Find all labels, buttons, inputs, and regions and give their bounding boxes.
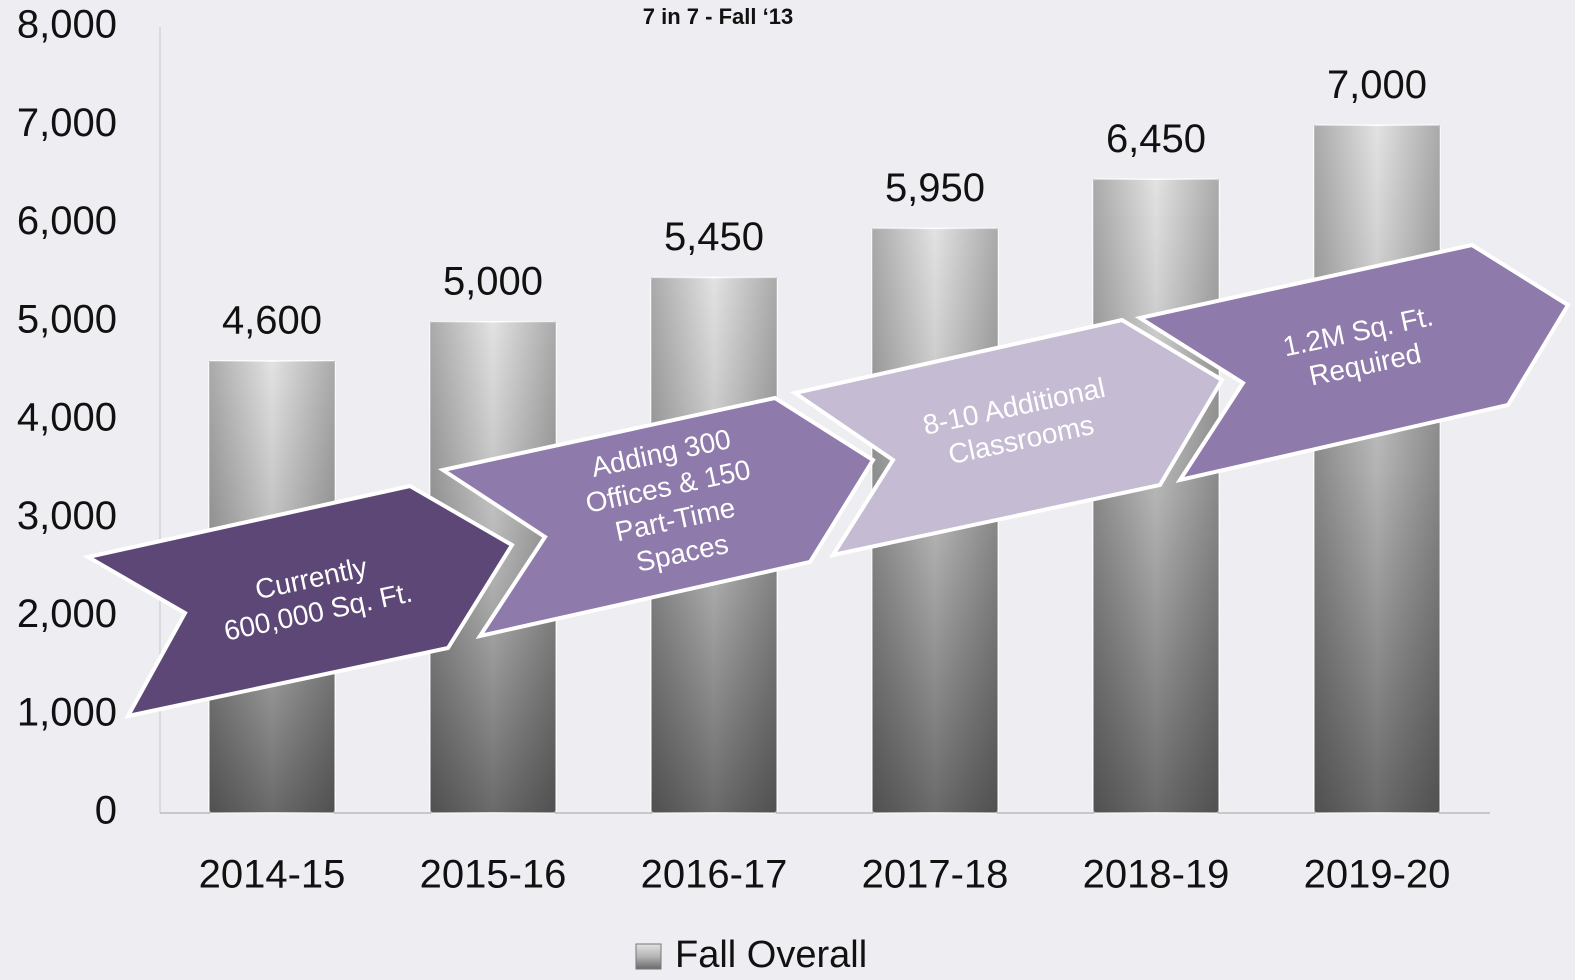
x-tick-label: 2018-19	[1083, 853, 1230, 897]
value-label: 6,450	[1106, 117, 1206, 161]
legend-label: Fall Overall	[675, 934, 867, 976]
annotation-arrow	[1134, 242, 1571, 484]
y-tick-label: 0	[95, 789, 117, 833]
y-tick-label: 3,000	[17, 494, 117, 538]
value-label: 5,000	[443, 259, 543, 303]
x-tick-label: 2017-18	[862, 853, 1009, 897]
value-label: 4,600	[222, 299, 322, 343]
y-tick-label: 6,000	[17, 199, 117, 243]
y-tick-label: 5,000	[17, 297, 117, 341]
annotation-arrow	[82, 483, 515, 719]
y-tick-label: 7,000	[17, 101, 117, 145]
y-tick-label: 2,000	[17, 592, 117, 636]
annotation-arrow	[437, 395, 876, 640]
value-label: 7,000	[1327, 63, 1427, 107]
chart-title: 7 in 7 - Fall ‘13	[643, 4, 793, 29]
y-tick-label: 1,000	[17, 690, 117, 734]
x-tick-label: 2015-16	[420, 853, 567, 897]
x-tick-label: 2016-17	[641, 853, 788, 897]
y-tick-label: 8,000	[17, 3, 117, 47]
y-tick-label: 4,000	[17, 396, 117, 440]
bar	[1313, 124, 1441, 814]
value-label: 5,450	[664, 215, 764, 259]
x-tick-label: 2019-20	[1304, 853, 1451, 897]
value-label: 5,950	[885, 166, 985, 210]
legend-swatch	[635, 943, 662, 970]
annotation-arrow	[790, 317, 1225, 558]
x-tick-label: 2014-15	[199, 853, 346, 897]
